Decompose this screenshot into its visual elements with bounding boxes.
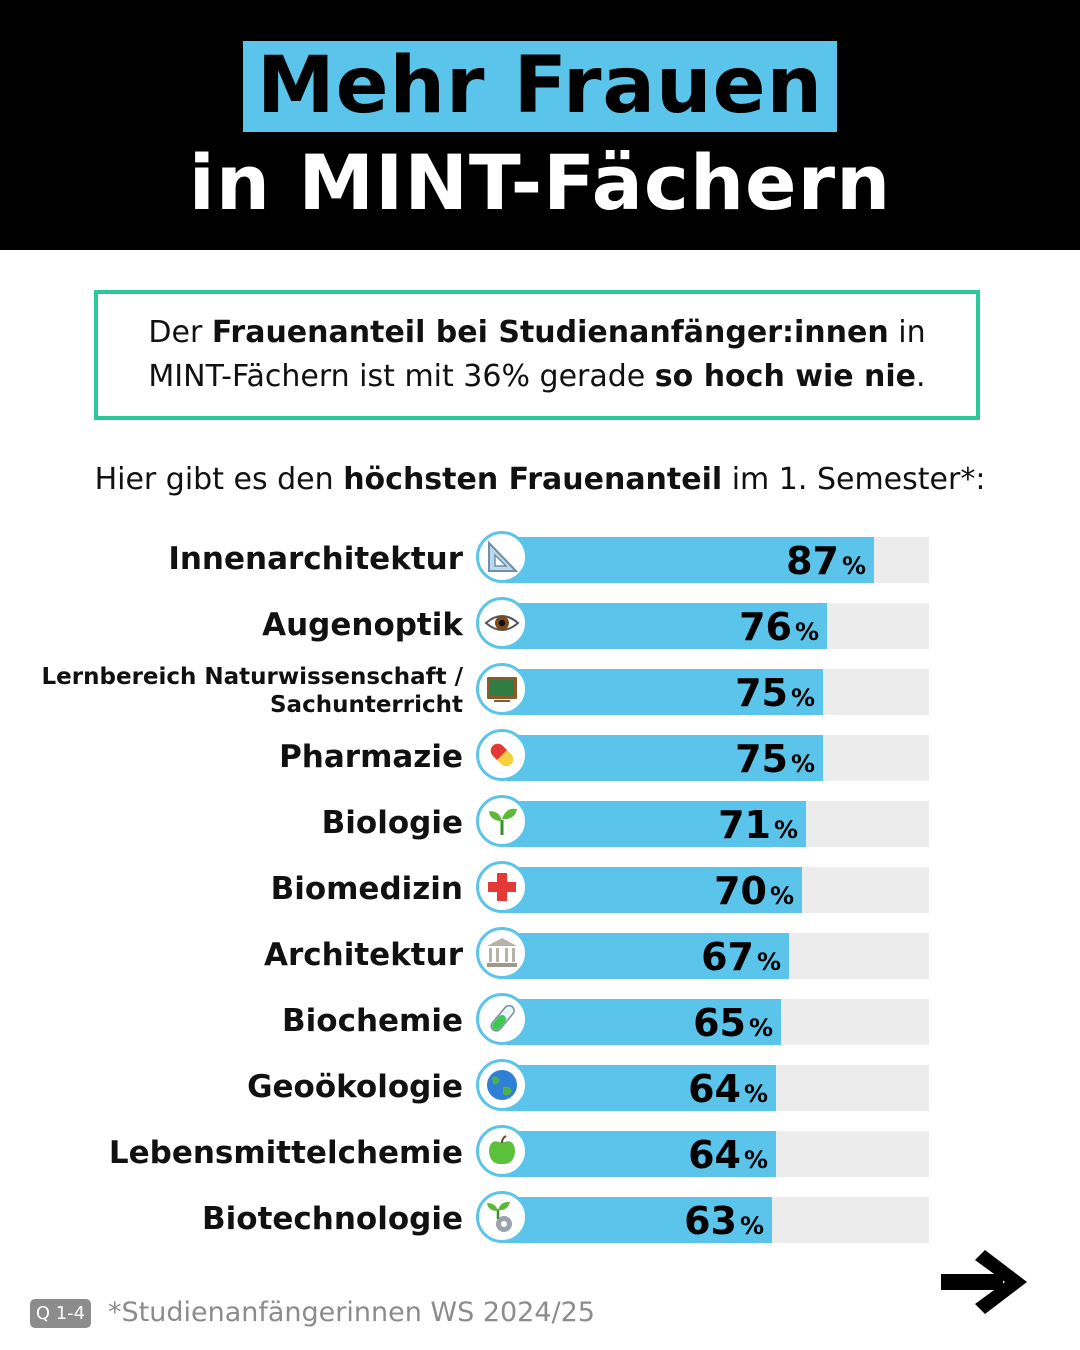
bar-track: 87% <box>505 537 929 583</box>
bar-track: 76% <box>505 603 929 649</box>
category-label: Lebensmittelchemie <box>108 1135 463 1171</box>
bar-track: 75% <box>505 669 929 715</box>
category-label: Architektur <box>264 937 463 973</box>
title-line2: in MINT-Fächern <box>188 138 892 227</box>
chart-row: Biotechnologie 63% <box>0 1191 1080 1244</box>
header: Mehr Frauen in MINT-Fächern <box>0 0 1080 250</box>
bar-value-label: 76% <box>739 605 819 649</box>
chart-row: Geoökologie 64% <box>0 1059 1080 1112</box>
chart-row: Biochemie 65% <box>0 993 1080 1046</box>
chart-row: Augenoptik 76% <box>0 597 1080 650</box>
info-text-part1: Der <box>148 315 212 350</box>
chart-subtitle: Hier gibt es den höchsten Frauenanteil i… <box>0 458 1080 502</box>
info-text: Der Frauenanteil bei Studienanfänger:inn… <box>116 311 958 399</box>
category-label: Pharmazie <box>279 739 463 775</box>
subtitle-part1: Hier gibt es den <box>94 462 344 497</box>
bar: 71% <box>505 801 806 847</box>
bar-value-label: 63% <box>684 1199 764 1243</box>
category-label: Biomedizin <box>270 871 463 907</box>
bar-track: 63% <box>505 1197 929 1243</box>
test-tube-icon <box>476 993 528 1045</box>
chart-row: Lernbereich Naturwissenschaft / Sachunter… <box>0 663 1080 718</box>
info-text-part3: . <box>916 359 926 394</box>
bar-track: 64% <box>505 1065 929 1111</box>
bar: 65% <box>505 999 781 1045</box>
category-label: Lernbereich Naturwissenschaft / Sachunter… <box>41 664 463 718</box>
subtitle-bold: höchsten Frauenanteil <box>343 462 723 497</box>
chart-row: Biomedizin 70% <box>0 861 1080 914</box>
info-text-bold2: so hoch wie nie <box>654 359 917 394</box>
bar-value-label: 64% <box>688 1067 768 1111</box>
category-label: Innenarchitektur <box>168 541 463 577</box>
arrow-right-icon[interactable] <box>939 1246 1031 1318</box>
seedling-gear-icon <box>476 1191 528 1243</box>
bar-track: 65% <box>505 999 929 1045</box>
bar-value-label: 75% <box>735 737 815 781</box>
category-label: Augenoptik <box>262 607 463 643</box>
globe-icon <box>476 1059 528 1111</box>
chart-row: Biologie 71% <box>0 795 1080 848</box>
pill-icon <box>476 729 528 781</box>
category-label: Biotechnologie <box>202 1201 463 1237</box>
bar-track: 70% <box>505 867 929 913</box>
footnote: *Studienanfängerinnen WS 2024/25 <box>108 1297 595 1328</box>
bar-value-label: 67% <box>701 935 781 979</box>
bar-track: 64% <box>505 1131 929 1177</box>
subtitle-part2: im 1. Semester*: <box>722 462 986 497</box>
bar-chart: Innenarchitektur 87% Augenoptik 76% Lernbere… <box>0 531 1080 1254</box>
eye-icon <box>476 597 528 649</box>
chalkboard-icon <box>476 663 528 715</box>
info-text-bold1: Frauenanteil bei Studienanfänger:innen <box>211 315 889 350</box>
chart-row: Innenarchitektur 87% <box>0 531 1080 584</box>
quarter-badge: Q 1-4 <box>30 1299 91 1328</box>
bar-track: 71% <box>505 801 929 847</box>
bar-value-label: 87% <box>786 539 866 583</box>
bar: 76% <box>505 603 827 649</box>
bar: 87% <box>505 537 874 583</box>
bar: 67% <box>505 933 789 979</box>
chart-row: Architektur 67% <box>0 927 1080 980</box>
category-label: Biologie <box>321 805 463 841</box>
chart-row: Lebensmittelchemie 64% <box>0 1125 1080 1178</box>
title-line1-wrap: Mehr Frauen <box>0 41 1080 132</box>
title-line1: Mehr Frauen <box>242 41 838 132</box>
bar: 70% <box>505 867 802 913</box>
info-box: Der Frauenanteil bei Studienanfänger:inn… <box>94 290 980 420</box>
info-text-part2: in MINT-Fächern ist mit 36% gerade <box>148 315 926 394</box>
set-square-icon <box>476 531 528 583</box>
bar: 64% <box>505 1065 776 1111</box>
bar-value-label: 65% <box>693 1001 773 1045</box>
classical-building-icon <box>476 927 528 979</box>
category-label: Geoökologie <box>247 1069 463 1105</box>
bar-track: 67% <box>505 933 929 979</box>
bar: 64% <box>505 1131 776 1177</box>
bar: 75% <box>505 669 823 715</box>
green-apple-icon <box>476 1125 528 1177</box>
category-label: Biochemie <box>282 1003 463 1039</box>
bar-value-label: 70% <box>714 869 794 913</box>
bar-value-label: 64% <box>688 1133 768 1177</box>
seedling-icon <box>476 795 528 847</box>
bar-track: 75% <box>505 735 929 781</box>
bar: 63% <box>505 1197 772 1243</box>
chart-row: Pharmazie 75% <box>0 729 1080 782</box>
bar-value-label: 71% <box>718 803 798 847</box>
red-cross-icon <box>476 861 528 913</box>
bar-value-label: 75% <box>735 671 815 715</box>
bar: 75% <box>505 735 823 781</box>
